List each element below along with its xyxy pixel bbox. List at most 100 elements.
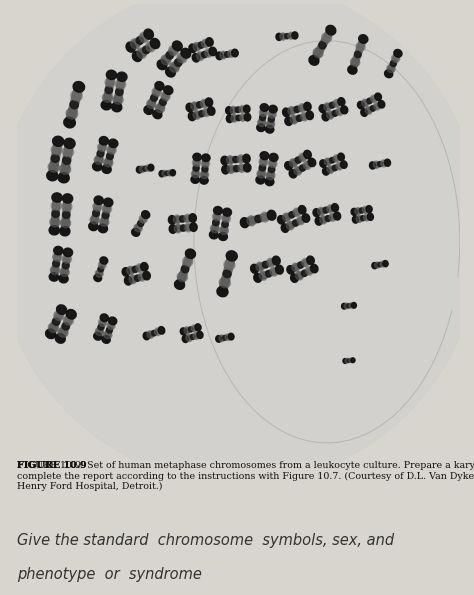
Ellipse shape	[201, 52, 207, 58]
Ellipse shape	[46, 329, 55, 339]
Ellipse shape	[230, 107, 237, 114]
Ellipse shape	[161, 92, 170, 101]
Ellipse shape	[127, 267, 134, 275]
Ellipse shape	[143, 271, 150, 280]
Ellipse shape	[349, 358, 353, 363]
Ellipse shape	[238, 164, 246, 173]
Ellipse shape	[304, 102, 311, 111]
Ellipse shape	[105, 86, 112, 93]
Ellipse shape	[223, 208, 231, 216]
Ellipse shape	[292, 263, 300, 272]
Ellipse shape	[66, 309, 76, 319]
Ellipse shape	[392, 55, 400, 62]
Ellipse shape	[320, 216, 327, 224]
Ellipse shape	[233, 156, 238, 162]
Ellipse shape	[291, 274, 298, 283]
Ellipse shape	[343, 359, 347, 364]
Ellipse shape	[54, 246, 63, 255]
Ellipse shape	[143, 166, 147, 171]
Ellipse shape	[191, 170, 200, 178]
Ellipse shape	[240, 218, 249, 228]
Ellipse shape	[155, 104, 164, 112]
Ellipse shape	[243, 154, 250, 163]
Ellipse shape	[139, 215, 147, 223]
Ellipse shape	[247, 216, 255, 226]
Ellipse shape	[298, 262, 303, 268]
Ellipse shape	[313, 48, 323, 58]
Ellipse shape	[257, 119, 266, 127]
Ellipse shape	[100, 218, 109, 226]
Text: FIGURE 10.9: FIGURE 10.9	[17, 461, 86, 470]
Circle shape	[0, 0, 474, 484]
Ellipse shape	[63, 211, 70, 218]
Ellipse shape	[181, 48, 191, 58]
Ellipse shape	[58, 173, 69, 183]
Ellipse shape	[284, 33, 289, 39]
Ellipse shape	[231, 114, 237, 122]
Ellipse shape	[100, 314, 109, 322]
Ellipse shape	[136, 37, 143, 44]
Ellipse shape	[100, 257, 108, 264]
Ellipse shape	[334, 212, 341, 220]
Ellipse shape	[192, 54, 200, 62]
Ellipse shape	[362, 99, 368, 107]
Ellipse shape	[219, 335, 225, 342]
Ellipse shape	[51, 145, 62, 155]
Ellipse shape	[260, 152, 269, 159]
Ellipse shape	[260, 104, 269, 111]
Ellipse shape	[356, 42, 365, 51]
Ellipse shape	[185, 249, 195, 258]
Ellipse shape	[244, 113, 251, 121]
Ellipse shape	[299, 153, 307, 161]
Ellipse shape	[190, 334, 195, 340]
Ellipse shape	[362, 206, 368, 214]
Ellipse shape	[256, 176, 265, 184]
Ellipse shape	[366, 206, 372, 213]
Ellipse shape	[197, 331, 203, 339]
Ellipse shape	[155, 82, 164, 90]
Ellipse shape	[329, 158, 335, 163]
Ellipse shape	[325, 215, 330, 221]
Ellipse shape	[177, 273, 187, 281]
Ellipse shape	[394, 49, 402, 57]
Ellipse shape	[202, 166, 208, 172]
Ellipse shape	[146, 42, 155, 52]
Ellipse shape	[94, 156, 103, 164]
Ellipse shape	[193, 154, 201, 161]
Ellipse shape	[214, 206, 222, 215]
Ellipse shape	[201, 99, 208, 108]
Ellipse shape	[193, 42, 201, 51]
Ellipse shape	[336, 108, 343, 115]
Ellipse shape	[327, 166, 334, 173]
Ellipse shape	[193, 165, 199, 171]
Ellipse shape	[352, 302, 356, 308]
Ellipse shape	[112, 102, 122, 112]
Ellipse shape	[134, 224, 142, 232]
Ellipse shape	[302, 258, 310, 267]
Ellipse shape	[105, 78, 115, 87]
Ellipse shape	[300, 165, 305, 171]
Ellipse shape	[361, 215, 365, 221]
Ellipse shape	[191, 325, 198, 332]
Ellipse shape	[60, 164, 71, 174]
Ellipse shape	[203, 108, 210, 117]
Ellipse shape	[122, 268, 129, 276]
Ellipse shape	[106, 70, 117, 80]
Ellipse shape	[220, 51, 227, 59]
Ellipse shape	[143, 46, 150, 54]
Ellipse shape	[345, 358, 349, 363]
Ellipse shape	[63, 156, 71, 164]
Ellipse shape	[290, 159, 297, 167]
Ellipse shape	[380, 261, 385, 267]
Ellipse shape	[70, 101, 78, 109]
Ellipse shape	[166, 52, 173, 59]
Ellipse shape	[195, 324, 201, 331]
Ellipse shape	[294, 167, 301, 175]
Ellipse shape	[299, 205, 306, 214]
Ellipse shape	[116, 89, 123, 95]
Ellipse shape	[296, 115, 302, 121]
Ellipse shape	[292, 32, 298, 39]
Ellipse shape	[216, 336, 221, 342]
Ellipse shape	[50, 266, 60, 274]
Ellipse shape	[323, 207, 328, 213]
